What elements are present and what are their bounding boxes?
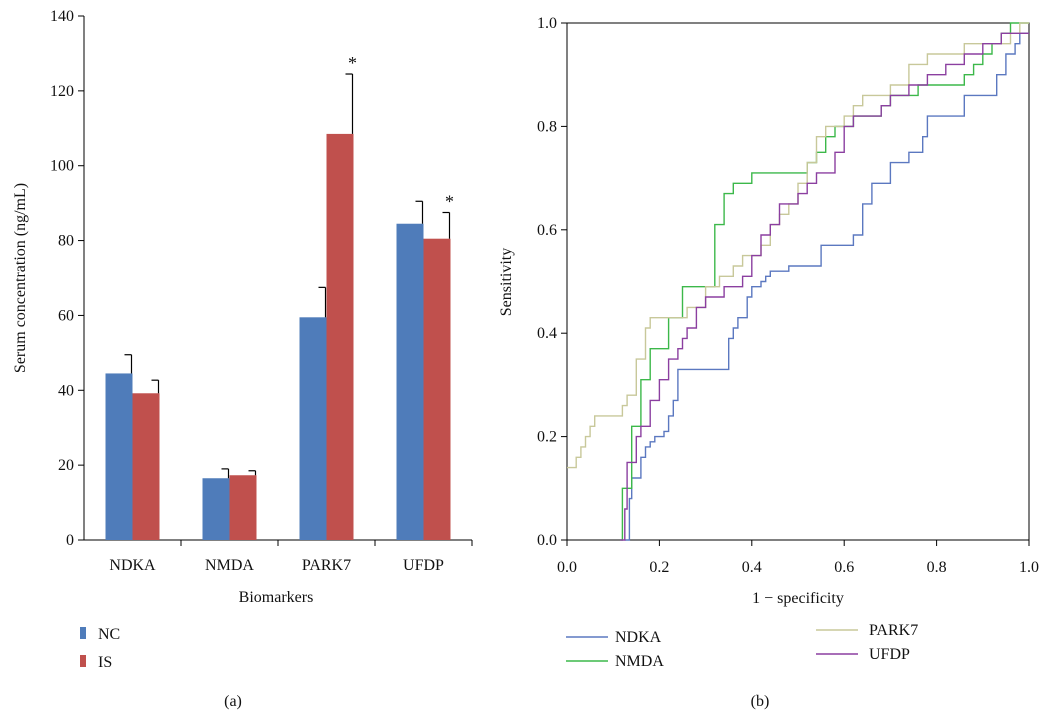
panel-b: Sensitivity 0.00.20.40.60.81.00.0 0.2 0.4 0… <box>498 15 1039 710</box>
panel-a: Serum concentration (ng/mL) 0 20 40 60 80 100… <box>12 8 473 710</box>
panel-a-ytick-label: 0 <box>66 532 74 549</box>
panel-a-ytick-label: 40 <box>58 382 74 399</box>
bar-is-ndka <box>132 393 160 540</box>
panel-b-ticks: 0.0 0.2 0.4 0.6 0.8 1.0 0.0 0.2 0.4 0.6 0.8 1.0 <box>537 15 1039 576</box>
panel-b-plot-frame <box>566 22 1030 541</box>
bar-nc-park7 <box>299 317 327 540</box>
panel-a-category-label: NMDA <box>205 557 254 574</box>
panel-b-legend: NDKA NMDA PARK7 UFDP <box>566 622 918 670</box>
panel-b-ytick-label: 1.0 <box>537 15 557 32</box>
bar-nc-ufdp <box>396 223 424 540</box>
panel-a-ylabel: Serum concentration (ng/mL) <box>12 183 29 373</box>
roc-curve-ndka <box>624 32 1029 541</box>
legend-nmda-label: NMDA <box>615 653 664 670</box>
panel-a-label: (a) <box>224 693 242 710</box>
panel-b-xtick-label: 0.6 <box>834 559 854 576</box>
panel-b-xtick-label: 0.4 <box>742 559 762 576</box>
panel-a-category-label: UFDP <box>403 557 444 574</box>
roc-curve-nmda <box>620 22 1029 541</box>
panel-a-ytick-label: 20 <box>58 457 74 474</box>
bar-nc-nmda <box>202 478 230 540</box>
panel-a-ytick-label: 120 <box>50 83 74 100</box>
panel-a-category-label: NDKA <box>109 557 156 574</box>
legend-ufdp-label: UFDP <box>869 646 910 663</box>
panel-a-ytick-label: 100 <box>50 158 74 175</box>
legend-is-label: IS <box>98 654 112 671</box>
legend-nc-swatch <box>80 627 86 639</box>
bar-is-ufdp <box>423 238 451 540</box>
panel-b-xlabel: 1 − specificity <box>752 590 844 607</box>
bar-nc-ndka <box>105 373 133 540</box>
panel-b-ytick-label: 0.4 <box>537 325 557 342</box>
panel-b-xtick-label: 0.8 <box>927 559 947 576</box>
panel-b-ylabel: Sensitivity <box>498 248 515 316</box>
panel-a-ytick-label: 60 <box>58 307 74 324</box>
bar-is-nmda <box>229 475 257 540</box>
panel-a-legend: NC IS <box>80 626 120 671</box>
significance-marker: * <box>445 192 454 212</box>
roc-curve-ufdp <box>620 32 1029 541</box>
legend-park7-label: PARK7 <box>869 622 918 639</box>
legend-ndka-label: NDKA <box>615 629 662 646</box>
panel-b-ytick-label: 0.6 <box>537 222 557 239</box>
panel-b-xtick-label: 0.2 <box>649 559 669 576</box>
legend-nc-label: NC <box>98 626 120 643</box>
panel-b-xtick-label: 1.0 <box>1019 559 1039 576</box>
panel-a-category-label: PARK7 <box>302 557 351 574</box>
panel-b-xtick-label: 0.0 <box>557 559 577 576</box>
panel-b-label: (b) <box>751 693 770 710</box>
bar-is-park7 <box>326 133 354 540</box>
significance-marker: * <box>348 53 357 73</box>
panel-b-ytick-label: 0.8 <box>537 118 557 135</box>
panel-b-ytick-label: 0.0 <box>537 532 557 549</box>
roc-curve-park7 <box>567 22 1029 469</box>
panel-a-xlabel: Biomarkers <box>239 589 314 606</box>
panel-a-ytick-label: 140 <box>50 8 74 25</box>
legend-is-swatch <box>80 655 86 667</box>
panel-a-bars: ** <box>105 53 454 540</box>
panel-b-ytick-label: 0.2 <box>537 429 557 446</box>
panel-a-yticks: 0 20 40 60 80 100 120 140 <box>50 8 84 549</box>
panel-a-xticks: NDKA NMDA PARK7 UFDP <box>109 540 473 574</box>
panel-a-ytick-label: 80 <box>58 233 74 250</box>
panel-b-curves <box>567 22 1029 541</box>
